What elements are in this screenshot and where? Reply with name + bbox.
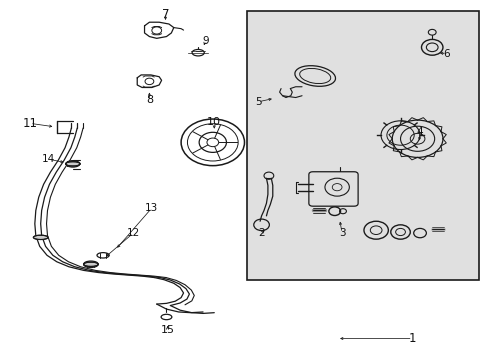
Text: 10: 10 bbox=[207, 117, 221, 127]
Bar bbox=[246, 12, 478, 280]
Text: 11: 11 bbox=[22, 117, 38, 130]
Ellipse shape bbox=[65, 162, 80, 166]
Text: 7: 7 bbox=[162, 8, 169, 21]
Text: 5: 5 bbox=[254, 97, 261, 107]
Text: 14: 14 bbox=[42, 154, 55, 164]
Text: 3: 3 bbox=[338, 228, 345, 238]
Text: 9: 9 bbox=[202, 36, 208, 46]
Text: 6: 6 bbox=[443, 49, 449, 59]
Ellipse shape bbox=[33, 235, 48, 239]
Text: 8: 8 bbox=[145, 95, 153, 105]
Text: 15: 15 bbox=[160, 325, 174, 335]
Text: 13: 13 bbox=[145, 203, 158, 213]
Ellipse shape bbox=[83, 262, 98, 266]
Text: 4: 4 bbox=[416, 127, 423, 136]
Text: 1: 1 bbox=[408, 332, 416, 345]
Text: 12: 12 bbox=[126, 228, 140, 238]
Text: 2: 2 bbox=[258, 228, 264, 238]
